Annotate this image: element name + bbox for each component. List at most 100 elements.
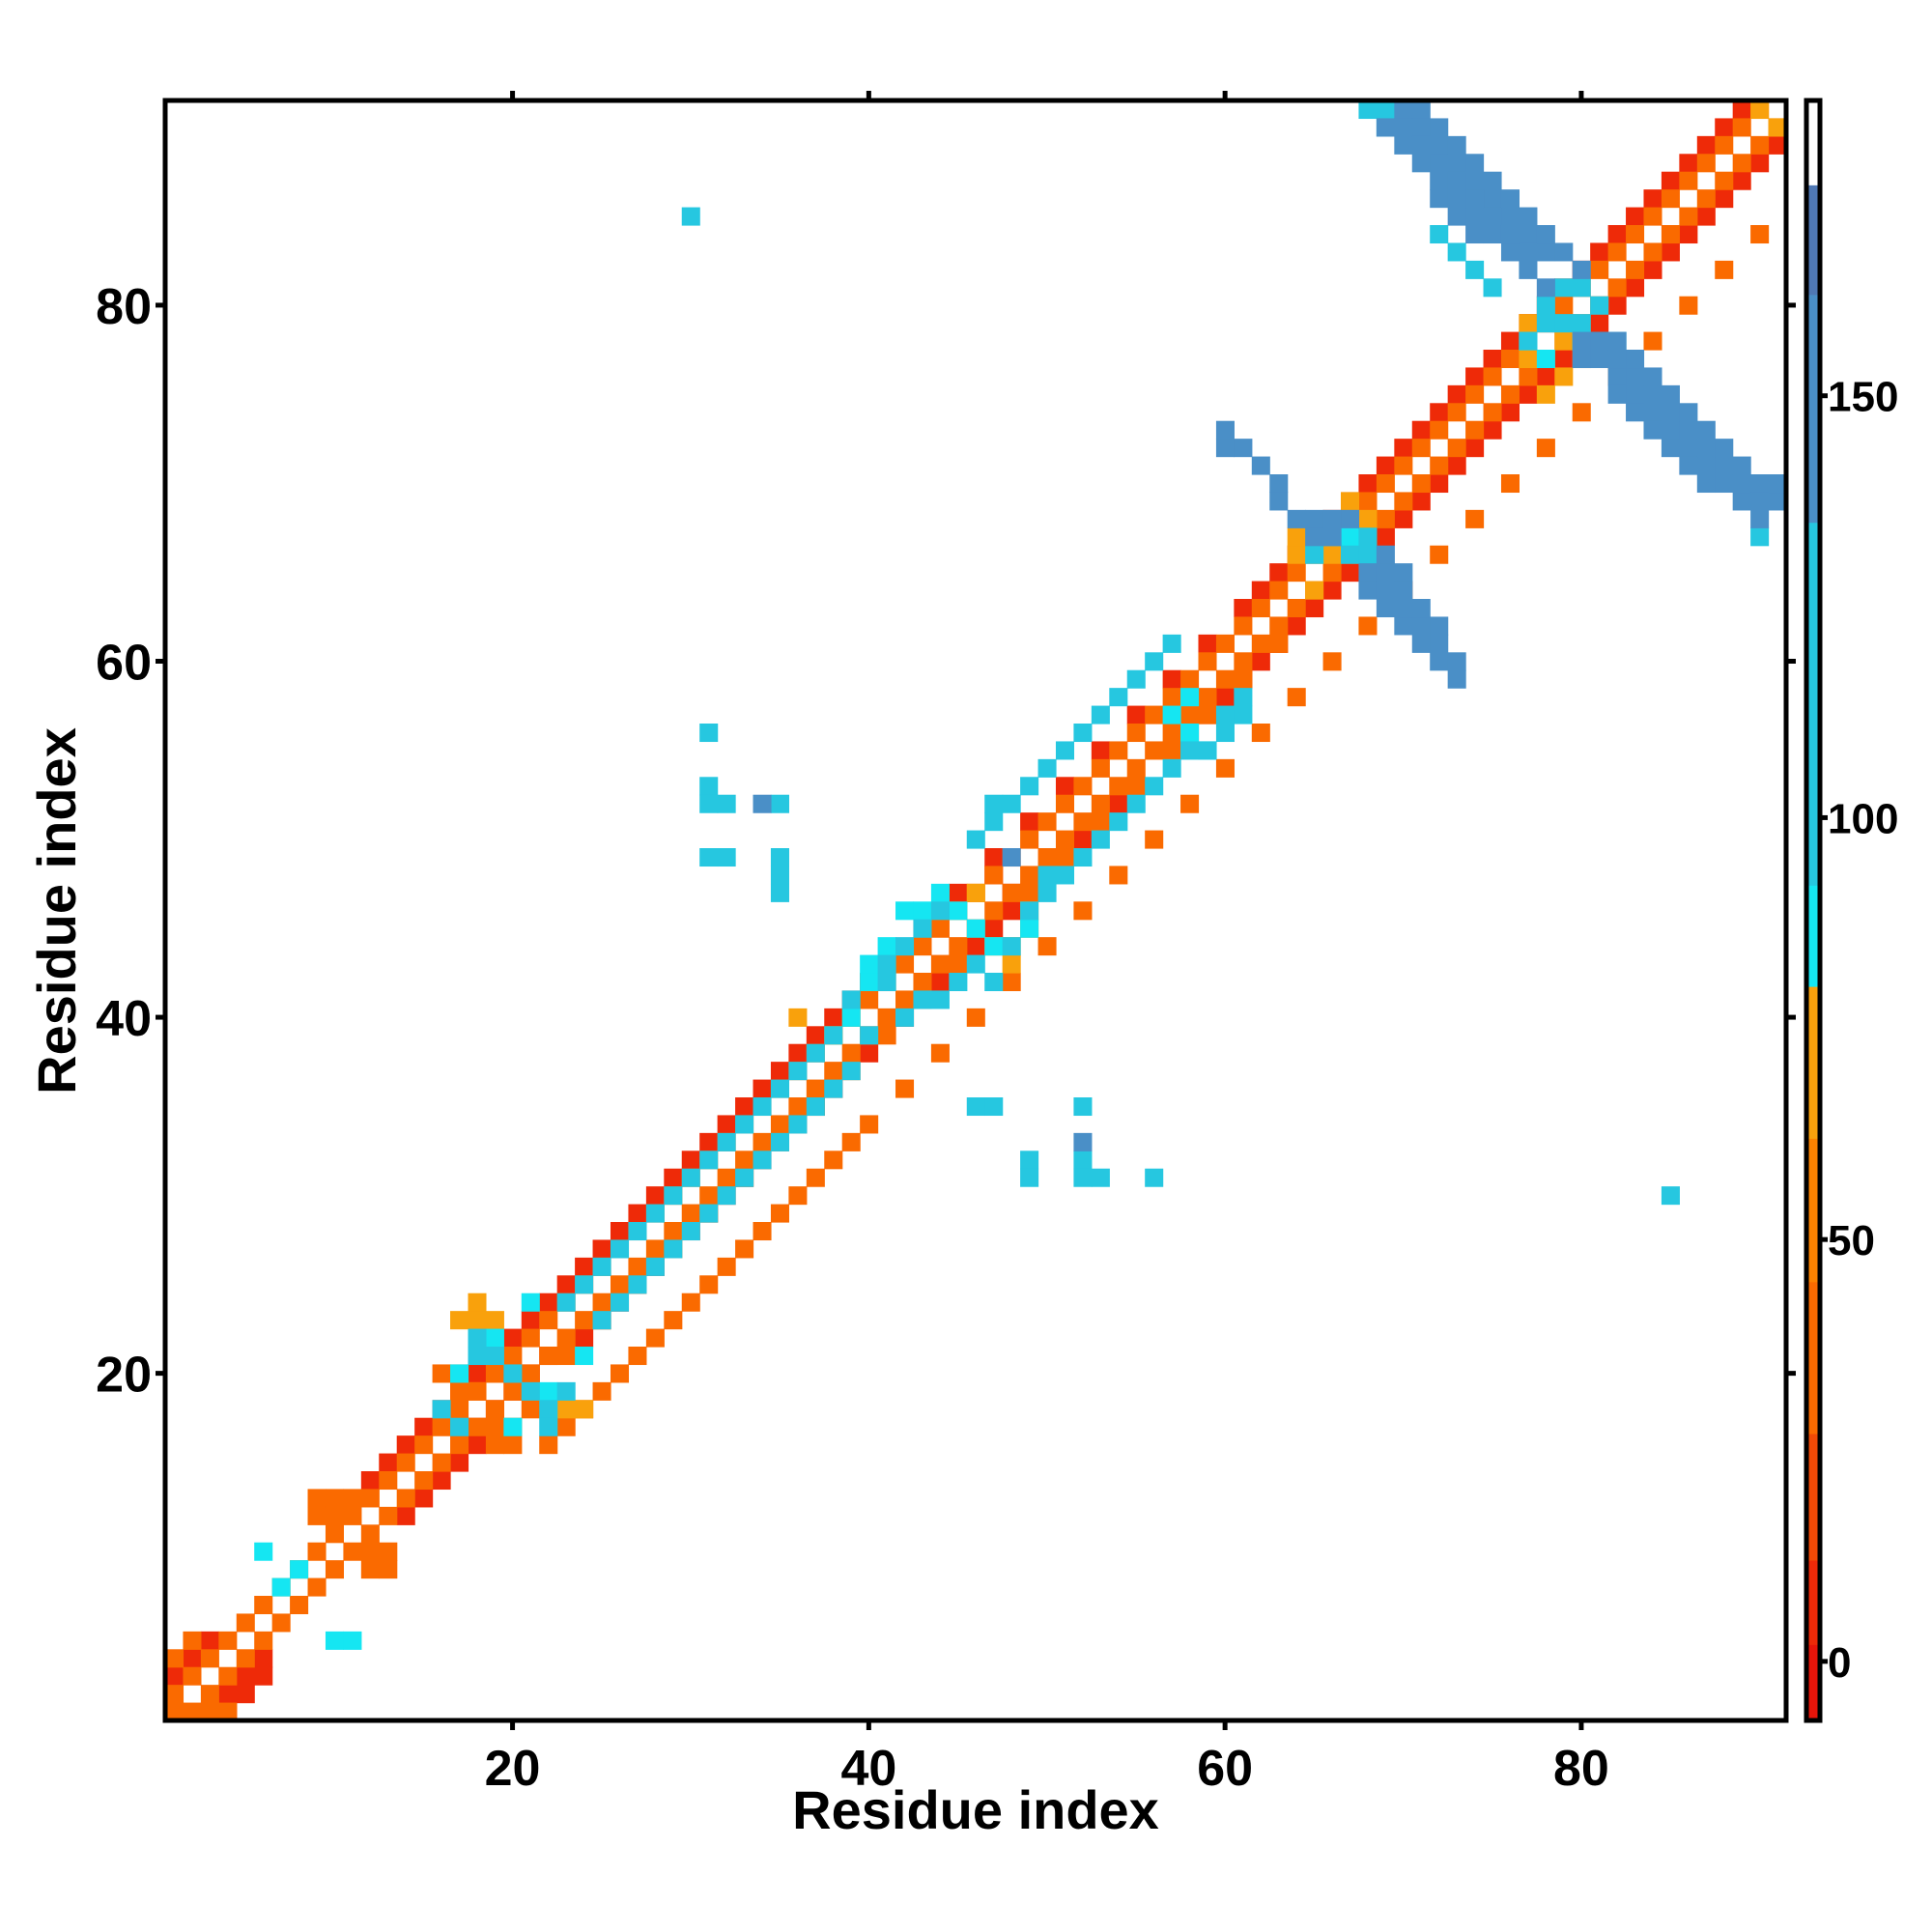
heatmap-cell (539, 1347, 558, 1366)
heatmap-cell (1287, 563, 1306, 582)
heatmap-cell (1607, 242, 1627, 262)
heatmap-cell (1251, 456, 1270, 475)
heatmap-cell (1679, 439, 1698, 458)
x-axis-title: Residue index (792, 1779, 1159, 1840)
heatmap-cell (930, 990, 950, 1009)
heatmap-cell (1483, 171, 1502, 190)
heatmap-cell (1554, 242, 1574, 262)
heatmap-cell (1162, 758, 1181, 778)
heatmap-cell (645, 1204, 665, 1223)
heatmap-cell (1162, 634, 1181, 653)
heatmap-cell (1394, 509, 1413, 528)
heatmap-cell (645, 1328, 665, 1348)
heatmap-cell (841, 990, 861, 1009)
heatmap-cell (930, 954, 950, 974)
heatmap-cell (1483, 350, 1502, 369)
heatmap-cell (592, 1257, 611, 1276)
heatmap-cell (1055, 794, 1075, 813)
heatmap-cell (1073, 812, 1093, 832)
heatmap-cell (1145, 705, 1164, 724)
heatmap-cell (1126, 705, 1146, 724)
heatmap-cell (1696, 456, 1716, 475)
heatmap-cell (664, 1186, 683, 1206)
heatmap-cell (1215, 705, 1235, 724)
heatmap-cell (913, 973, 932, 992)
heatmap-cell (1643, 403, 1662, 422)
heatmap-cell (1215, 634, 1235, 653)
heatmap-cell (1002, 937, 1021, 956)
heatmap-cell (1679, 403, 1698, 422)
heatmap-cell (1607, 296, 1627, 315)
heatmap-cell (414, 1471, 434, 1491)
heatmap-cell (379, 1453, 398, 1472)
heatmap-cell (539, 1435, 558, 1455)
heatmap-cell (930, 973, 950, 992)
heatmap-cell (1500, 207, 1520, 226)
heatmap-cell (1073, 777, 1093, 796)
heatmap-cell (325, 1524, 344, 1544)
heatmap-cell (1109, 688, 1128, 707)
heatmap-cell (200, 1685, 219, 1704)
heatmap-cell (1430, 456, 1449, 475)
heatmap-cell (1180, 794, 1200, 813)
heatmap-cell (1465, 189, 1485, 209)
y-tick-label: 40 (96, 991, 152, 1047)
heatmap-cell (966, 919, 985, 938)
heatmap-cell (379, 1506, 398, 1525)
heatmap-cell (254, 1666, 273, 1686)
heatmap-cell (1447, 154, 1466, 173)
heatmap-cell (183, 1666, 202, 1686)
heatmap-cell (1037, 937, 1057, 956)
heatmap-cell (984, 1097, 1004, 1117)
heatmap-cell (770, 1115, 789, 1134)
heatmap-cell (984, 848, 1004, 867)
heatmap-cell (1376, 118, 1395, 137)
heatmap-cell (1430, 189, 1449, 209)
colorbar-tick-label: 0 (1828, 1639, 1851, 1687)
heatmap-cell (1180, 741, 1200, 760)
heatmap-cell (1037, 883, 1057, 902)
heatmap-cell (1287, 545, 1306, 564)
heatmap-cell (1661, 225, 1680, 244)
heatmap-cell (450, 1400, 469, 1419)
heatmap-cell (770, 848, 789, 867)
heatmap-cell (1341, 527, 1360, 547)
heatmap-cell (1643, 420, 1662, 440)
heatmap-cell (1073, 1151, 1093, 1170)
heatmap-cell (1037, 848, 1057, 867)
heatmap-cell (1251, 634, 1270, 653)
heatmap-cell (432, 1364, 451, 1383)
heatmap-cell (1305, 527, 1324, 547)
heatmap-cell (1447, 135, 1466, 155)
heatmap-cell (1411, 420, 1431, 440)
heatmap-cell (1215, 439, 1235, 458)
heatmap-cell (699, 777, 719, 796)
heatmap-cell (1394, 581, 1413, 600)
heatmap-cell (1465, 260, 1485, 279)
heatmap-cell (468, 1311, 487, 1330)
heatmap-cell (592, 1239, 611, 1259)
heatmap-cell (984, 812, 1004, 832)
heatmap-cell (1572, 314, 1591, 333)
heatmap-cell (360, 1471, 380, 1491)
heatmap-cell (1679, 296, 1698, 315)
heatmap-cell (1411, 100, 1431, 120)
heatmap-cell (468, 1293, 487, 1312)
heatmap-cell (1234, 616, 1253, 636)
heatmap-cell (1162, 669, 1181, 689)
colorbar-band (1806, 986, 1820, 1139)
heatmap-cell (1215, 669, 1235, 689)
heatmap-cell (949, 973, 968, 992)
y-tick-label: 80 (96, 279, 152, 335)
heatmap-cell (1536, 367, 1555, 386)
heatmap-cell (360, 1560, 380, 1579)
heatmap-cell (610, 1222, 630, 1241)
heatmap-cell (450, 1381, 469, 1401)
heatmap-cell (1287, 616, 1306, 636)
x-tick-label: 40 (840, 1741, 896, 1797)
heatmap-cell (325, 1631, 344, 1650)
heatmap-cell (575, 1400, 594, 1419)
heatmap-cell (1536, 225, 1555, 244)
heatmap-cell (1376, 456, 1395, 475)
